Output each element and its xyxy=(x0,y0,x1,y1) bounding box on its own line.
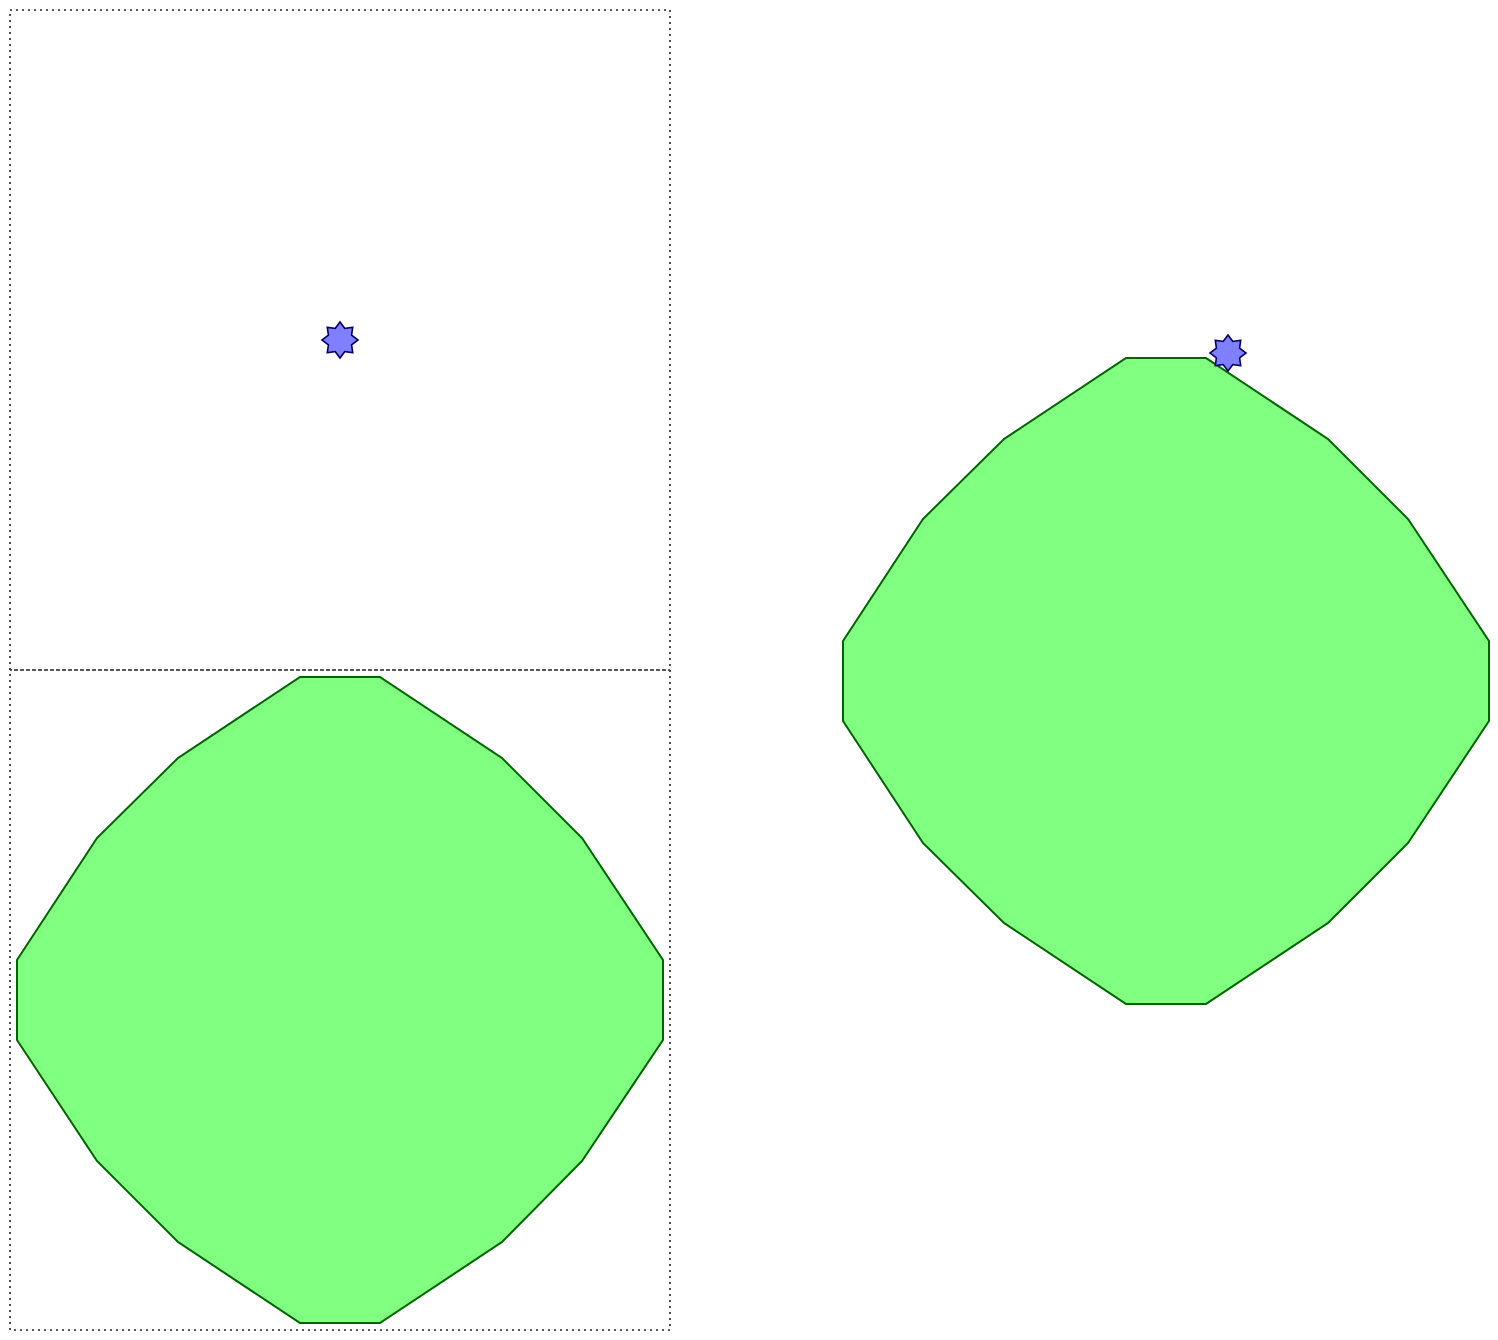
guide-box-bottom xyxy=(9,669,671,1331)
green-polygon xyxy=(842,357,1490,1005)
right-panel xyxy=(842,333,1490,1005)
green-polygon xyxy=(16,676,664,1324)
eight-point-star-icon xyxy=(320,320,360,360)
eight-point-star-icon xyxy=(1208,333,1248,373)
left-panel xyxy=(9,9,671,1331)
